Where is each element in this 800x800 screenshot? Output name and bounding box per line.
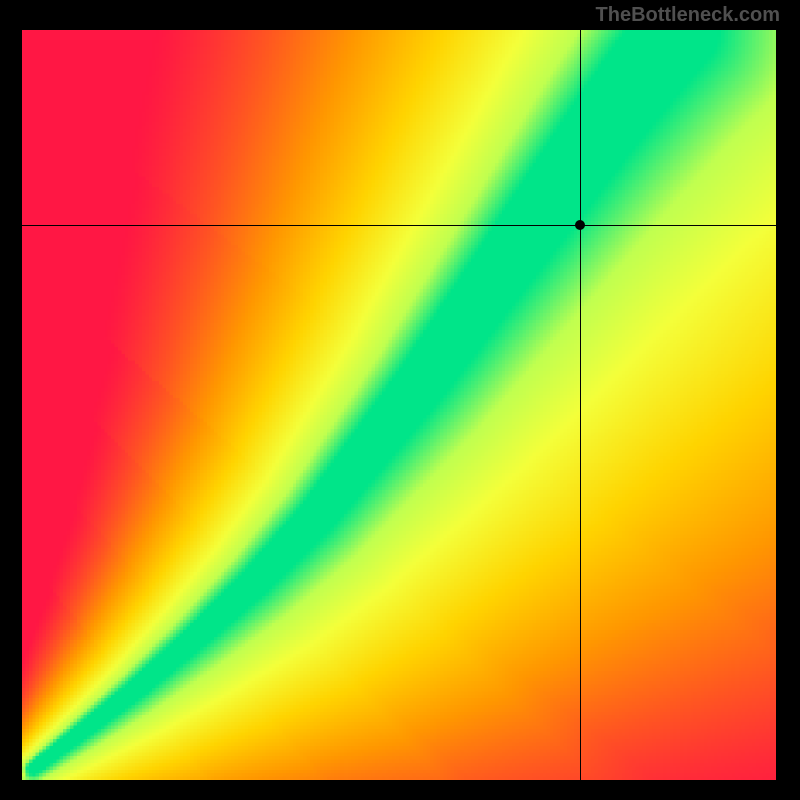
crosshair-vertical — [580, 30, 581, 780]
watermark-text: TheBottleneck.com — [596, 4, 780, 27]
heatmap-plot — [22, 30, 776, 780]
crosshair-horizontal — [22, 225, 776, 226]
crosshair-marker — [575, 220, 585, 230]
heatmap-canvas — [22, 30, 776, 780]
